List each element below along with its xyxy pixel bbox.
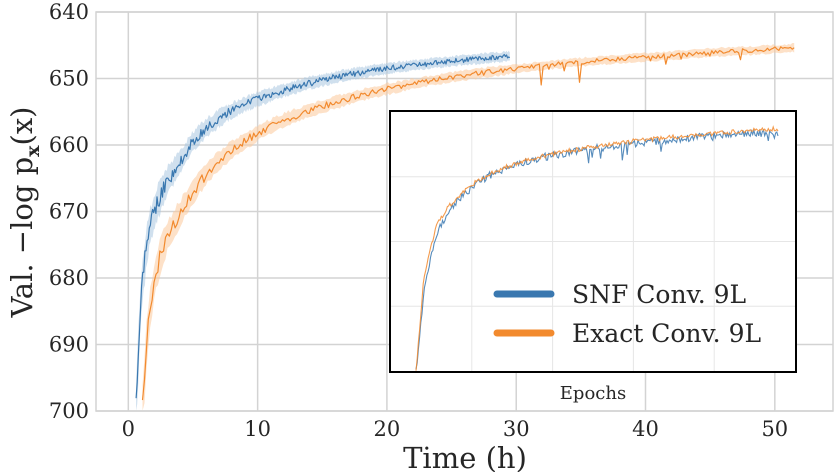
y-axis-title-main: Val. −log p [5, 157, 39, 319]
series-lines [135, 46, 795, 401]
inset-series-lines [415, 125, 779, 371]
inset-series-line-1 [415, 125, 779, 371]
legend-label-snf: SNF Conv. 9L [572, 280, 746, 309]
y-tick-label: 670 [49, 200, 89, 224]
series-line-1 [141, 46, 795, 401]
y-axis-title-arg: (x) [5, 107, 39, 146]
x-tick-label: 0 [122, 417, 135, 441]
y-axis-title: Val. −log px(x) [5, 107, 44, 319]
y-tick-label: 650 [49, 67, 89, 91]
x-tick-label: 20 [374, 417, 401, 441]
inset-title: Epochs [560, 383, 626, 404]
plot-frame [95, 11, 834, 412]
legend-label-exact: Exact Conv. 9L [572, 319, 761, 348]
axes-frame [95, 11, 834, 412]
y-tick-label: 700 [49, 399, 89, 423]
y-tick-label: 640 [49, 0, 89, 24]
y-tick-labels: 640 650 660 670 680 690 700 [49, 0, 89, 423]
legend: SNF Conv. 9L Exact Conv. 9L [493, 280, 761, 348]
x-axis-title: Time (h) [403, 441, 527, 472]
y-axis-title-subscript: x [22, 145, 44, 157]
x-tick-label: 10 [244, 417, 271, 441]
y-tick-label: 680 [49, 266, 89, 290]
x-tick-label: 30 [503, 417, 530, 441]
x-tick-labels: 0 10 20 30 40 50 [122, 417, 789, 441]
inset-frame [389, 110, 797, 373]
series-line-0 [135, 53, 511, 399]
y-tick-label: 690 [49, 333, 89, 357]
y-tick-label: 660 [49, 133, 89, 157]
x-tick-label: 40 [632, 417, 659, 441]
inset-panel: Epochs SNF Conv. 9L Exact Conv. 9L [389, 110, 797, 404]
x-tick-label: 50 [761, 417, 788, 441]
